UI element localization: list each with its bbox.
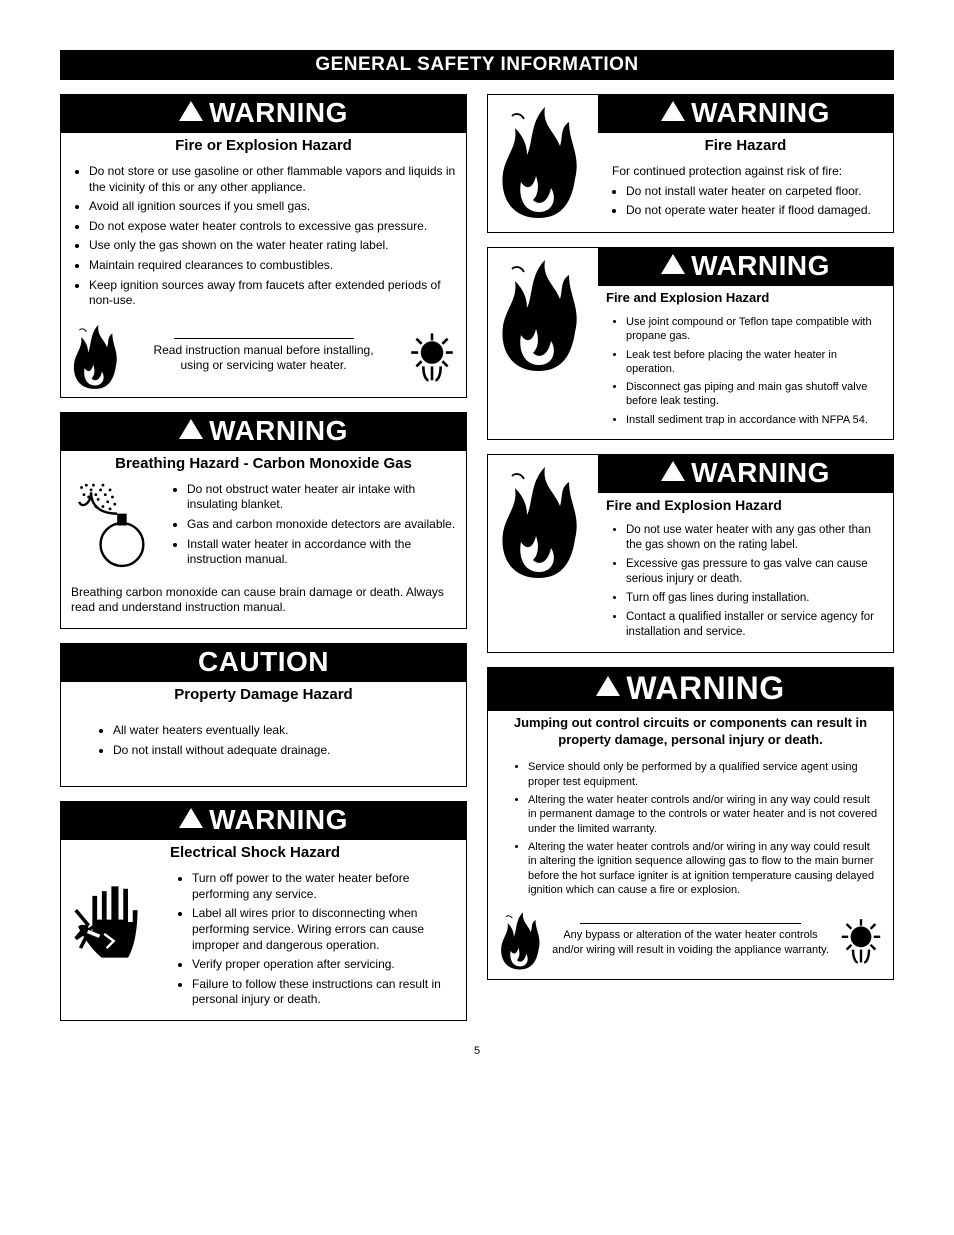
item: Do not use water heater with any gas oth… (626, 523, 883, 553)
page-number: 5 (60, 1045, 894, 1057)
columns: WARNING Fire or Explosion Hazard Do not … (60, 88, 894, 1035)
warning-fire-explosion: WARNING Fire or Explosion Hazard Do not … (60, 94, 467, 398)
item: Service should only be performed by a qu… (528, 760, 879, 789)
item: Leak test before placing the water heate… (626, 348, 883, 377)
burst-icon (406, 326, 458, 386)
flame-icon (494, 101, 584, 221)
banner-text: CAUTION (198, 646, 329, 678)
item: Use joint compound or Teflon tape compat… (626, 315, 883, 344)
alert-icon (179, 419, 203, 439)
item: Use only the gas shown on the water heat… (89, 238, 456, 254)
subtitle: Breathing Hazard - Carbon Monoxide Gas (61, 451, 466, 474)
subtitle: Fire Hazard (598, 133, 893, 156)
note: Any bypass or alteration of the water he… (552, 929, 829, 955)
item: Avoid all ignition sources if you smell … (89, 199, 456, 215)
banner-text: WARNING (691, 97, 830, 129)
content: Do not use water heater with any gas oth… (598, 515, 893, 652)
item: Install sediment trap in accordance with… (626, 413, 883, 427)
item: Do not obstruct water heater air intake … (187, 482, 456, 513)
warning-fire-hazard: WARNING Fire Hazard For continued protec… (487, 94, 894, 233)
item: Altering the water heater controls and/o… (528, 840, 879, 897)
warning-breathing-hazard: WARNING Breathing Hazard - Carbon Monoxi… (60, 412, 467, 629)
content: Turn off power to the water heater befor… (61, 863, 466, 1020)
warning-electrical-shock: WARNING Electrical Shock Hazard Turn off… (60, 801, 467, 1021)
alert-icon (661, 254, 685, 274)
content: Do not store or use gasoline or other fl… (61, 156, 466, 321)
item: Do not expose water heater controls to e… (89, 219, 456, 235)
warning-fire-explosion-3: WARNING Fire and Explosion Hazard Do not… (487, 454, 894, 653)
heading: Jumping out control circuits or componen… (488, 711, 893, 753)
content: For continued protection against risk of… (598, 156, 893, 231)
item: Excessive gas pressure to gas valve can … (626, 557, 883, 587)
item: Do not install water heater on carpeted … (626, 184, 883, 200)
flame-icon (494, 254, 584, 374)
right-column: WARNING Fire Hazard For continued protec… (487, 88, 894, 1035)
item: Verify proper operation after servicing. (192, 957, 456, 973)
banner: WARNING (598, 248, 893, 286)
caution-property-damage: CAUTION Property Damage Hazard All water… (60, 643, 467, 787)
banner-text: WARNING (209, 804, 348, 836)
banner: WARNING (488, 668, 893, 711)
item: Label all wires prior to disconnecting w… (192, 906, 456, 953)
subtitle: Electrical Shock Hazard (170, 840, 458, 863)
intro: For continued protection against risk of… (612, 164, 883, 180)
burst-icon (837, 913, 885, 967)
warning-control-circuits: WARNING Jumping out control circuits or … (487, 667, 894, 980)
content: Service should only be performed by a qu… (488, 752, 893, 909)
flame-icon (496, 909, 544, 971)
banner: WARNING (598, 455, 893, 493)
alert-icon (596, 676, 620, 696)
content: Use joint compound or Teflon tape compat… (598, 307, 893, 439)
flame-icon (494, 461, 584, 581)
subtitle: Fire and Explosion Hazard (598, 286, 893, 307)
left-column: WARNING Fire or Explosion Hazard Do not … (60, 88, 467, 1035)
subtitle: Property Damage Hazard (61, 682, 466, 705)
shock-hand-icon (71, 867, 166, 977)
content: Do not obstruct water heater air intake … (61, 474, 466, 581)
co-icon (71, 478, 161, 573)
banner: WARNING (61, 95, 466, 133)
item: Do not operate water heater if flood dam… (626, 203, 883, 219)
item: Do not install without adequate drainage… (113, 743, 442, 759)
subtitle: Fire and Explosion Hazard (598, 493, 893, 515)
banner: WARNING (61, 802, 466, 840)
flame-icon (69, 321, 121, 391)
alert-icon (661, 461, 685, 481)
item: Altering the water heater controls and/o… (528, 793, 879, 836)
banner: CAUTION (61, 644, 466, 682)
banner-text: WARNING (209, 415, 348, 447)
item: Contact a qualified installer or service… (626, 610, 883, 640)
banner: WARNING (598, 95, 893, 133)
item: Turn off power to the water heater befor… (192, 871, 456, 902)
item: All water heaters eventually leak. (113, 723, 442, 739)
banner-text: WARNING (626, 670, 784, 707)
warning-fire-explosion-2: WARNING Fire and Explosion Hazard Use jo… (487, 247, 894, 440)
note: Read instruction manual before installin… (129, 343, 398, 380)
item: Failure to follow these instructions can… (192, 977, 456, 1008)
alert-icon (179, 808, 203, 828)
banner-text: WARNING (209, 97, 348, 129)
item: Gas and carbon monoxide detectors are av… (187, 517, 456, 533)
item: Install water heater in accordance with … (187, 537, 456, 568)
footer-text: Breathing carbon monoxide can cause brai… (71, 585, 456, 616)
item: Maintain required clearances to combusti… (89, 258, 456, 274)
item: Disconnect gas piping and main gas shuto… (626, 380, 883, 409)
content: All water heaters eventually leak. Do no… (61, 705, 466, 786)
item: Keep ignition sources away from faucets … (89, 278, 456, 309)
banner-text: WARNING (691, 457, 830, 489)
alert-icon (661, 101, 685, 121)
item: Turn off gas lines during installation. (626, 591, 883, 606)
alert-icon (179, 101, 203, 121)
page-title: GENERAL SAFETY INFORMATION (60, 50, 894, 80)
item: Do not store or use gasoline or other fl… (89, 164, 456, 195)
banner: WARNING (61, 413, 466, 451)
subtitle: Fire or Explosion Hazard (61, 133, 466, 156)
banner-text: WARNING (691, 250, 830, 282)
